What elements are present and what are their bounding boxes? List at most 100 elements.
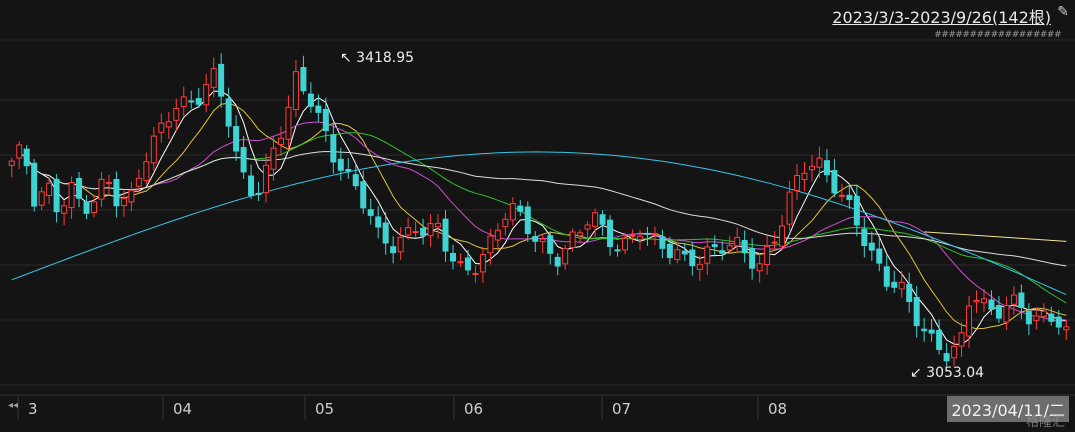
- candle-body: [367, 209, 374, 216]
- pin-icon[interactable]: ✎: [1057, 4, 1069, 20]
- candle: [734, 227, 741, 253]
- candle: [46, 178, 53, 204]
- candle-body: [292, 71, 299, 111]
- candle: [696, 255, 703, 282]
- hash-text: ##################: [934, 30, 1061, 40]
- candle-body: [898, 281, 905, 290]
- candle-body: [307, 93, 314, 107]
- candle-body: [405, 227, 412, 236]
- ma120-line: [11, 151, 1067, 296]
- candle-body: [345, 168, 352, 172]
- candle-body: [61, 205, 68, 214]
- candle-body: [173, 108, 180, 121]
- candle: [113, 171, 120, 218]
- candle: [390, 236, 397, 264]
- candle: [659, 229, 666, 259]
- ma-long-line: [924, 231, 1067, 242]
- candle: [1018, 284, 1025, 320]
- x-tick-label: 08: [768, 400, 787, 418]
- candle: [823, 149, 830, 183]
- candle-body: [659, 236, 666, 249]
- x-tick-label: 04: [173, 400, 192, 418]
- candle: [719, 241, 726, 261]
- candle-body: [704, 246, 711, 264]
- candle: [427, 214, 434, 247]
- candle: [277, 126, 284, 157]
- candle-body: [68, 182, 75, 209]
- candle: [300, 55, 307, 95]
- candle: [1040, 303, 1047, 323]
- candle-body: [188, 100, 195, 103]
- candle: [898, 270, 905, 298]
- candle: [607, 215, 614, 256]
- x-tick-label: 3: [28, 400, 38, 418]
- double-left-arrow-icon[interactable]: ◂◂: [8, 400, 19, 411]
- candle-body: [1040, 310, 1047, 317]
- candle-body: [225, 98, 232, 127]
- candle: [233, 115, 240, 161]
- candle-body: [285, 106, 292, 140]
- candle: [936, 319, 943, 355]
- candle: [61, 199, 68, 226]
- candle-body: [756, 263, 763, 272]
- candle-body: [749, 248, 756, 269]
- candles: [8, 53, 1070, 367]
- candle: [143, 152, 150, 185]
- candle: [330, 123, 337, 174]
- candle: [846, 183, 853, 209]
- candle: [8, 157, 15, 178]
- candle-body: [861, 228, 868, 247]
- candle-body: [76, 177, 83, 199]
- candle: [509, 197, 516, 226]
- candle-body: [539, 238, 546, 243]
- candle-body: [113, 178, 120, 207]
- candle-body: [958, 332, 965, 347]
- candle: [532, 231, 539, 253]
- candle-body: [883, 266, 890, 287]
- candle-body: [128, 189, 135, 203]
- candle: [614, 244, 621, 257]
- candle-body: [943, 353, 950, 362]
- candle-body: [330, 134, 337, 163]
- candle: [980, 288, 987, 312]
- candle-body: [532, 235, 539, 242]
- candle-body: [464, 257, 471, 271]
- candle: [764, 235, 771, 275]
- candle-body: [599, 214, 606, 225]
- candle: [240, 136, 247, 179]
- candle: [644, 226, 651, 246]
- candle-body: [951, 345, 958, 359]
- candle: [165, 111, 172, 139]
- candle-body: [891, 281, 898, 288]
- candle: [838, 183, 845, 203]
- candle: [1048, 306, 1055, 326]
- candle-body: [158, 122, 165, 133]
- candle-body: [794, 175, 801, 191]
- candle: [248, 164, 255, 199]
- candle-body: [165, 121, 172, 128]
- candle: [38, 187, 45, 211]
- candle: [128, 181, 135, 212]
- candle-body: [614, 249, 621, 252]
- candle-body: [210, 68, 217, 88]
- candle: [569, 228, 576, 252]
- candle-body: [689, 249, 696, 267]
- candle: [76, 172, 83, 208]
- candle-body: [577, 232, 584, 237]
- candle-body: [554, 256, 561, 267]
- candle-body: [420, 227, 427, 237]
- candle-body: [681, 250, 688, 255]
- candle: [928, 319, 935, 342]
- candle: [337, 147, 344, 181]
- candle-body: [1018, 292, 1025, 308]
- candle-body: [248, 175, 255, 196]
- candle-body: [479, 254, 486, 273]
- candle-body: [524, 206, 531, 235]
- candle-body: [711, 244, 718, 248]
- candle: [943, 342, 950, 366]
- date-range-label[interactable]: 2023/3/3-2023/9/26(142根): [832, 8, 1051, 27]
- candle: [352, 163, 359, 190]
- candle: [315, 94, 322, 122]
- candle-body: [435, 222, 442, 228]
- candle: [921, 317, 928, 342]
